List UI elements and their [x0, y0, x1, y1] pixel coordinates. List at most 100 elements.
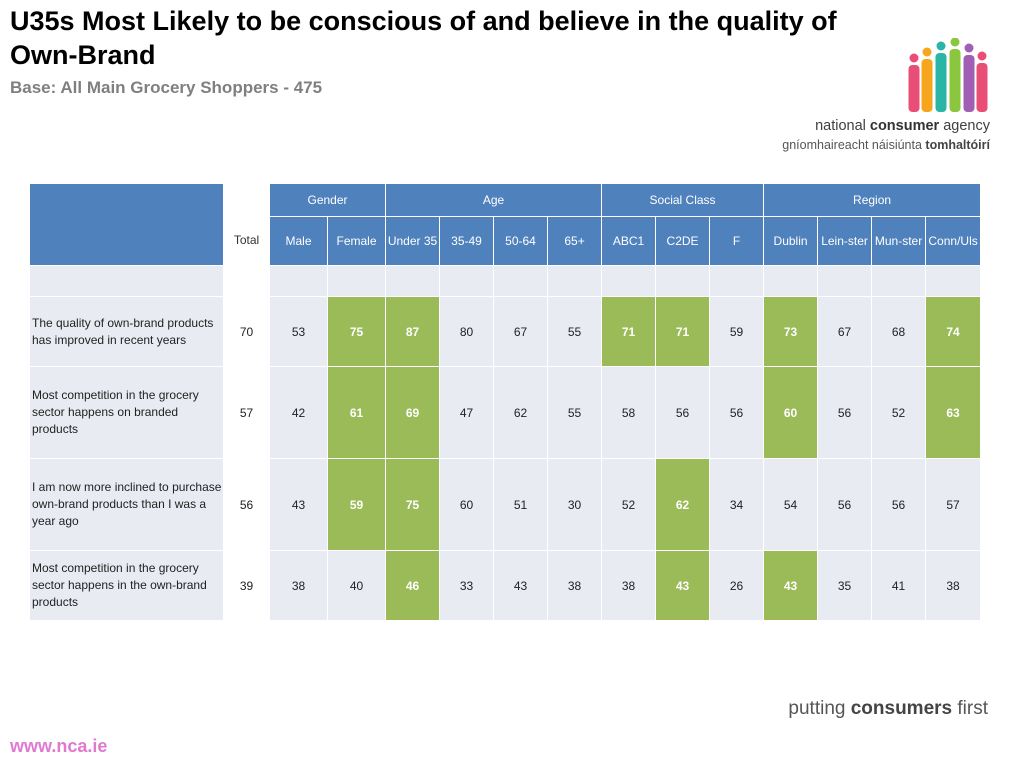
value-cell: 62 — [493, 366, 548, 459]
highlighted-value-cell: 87 — [385, 296, 440, 367]
value-cell: 52 — [601, 458, 657, 551]
spacer-cell — [546, 265, 603, 297]
logo-figure-head — [922, 47, 932, 57]
value-cell: 56 — [655, 366, 711, 459]
tagline: putting consumers first — [784, 698, 988, 720]
table-row: Most competition in the grocery sector h… — [29, 550, 982, 621]
spacer-cell — [871, 265, 927, 297]
logo-figure-head — [936, 41, 946, 51]
spacer-cell — [601, 265, 657, 297]
logo-text-english: national consumer agency — [806, 118, 990, 134]
results-table: Total Gender Age Social Class Region Male Fema… — [29, 183, 982, 621]
value-cell: 38 — [546, 550, 603, 621]
highlighted-value-cell: 71 — [601, 296, 657, 367]
header-row-columns: Male Female Under 35 35-49 50-64 65+ ABC1 C2DE F… — [30, 216, 982, 266]
highlighted-value-cell: 73 — [763, 296, 819, 367]
header-col-0: Male — [269, 216, 328, 266]
header-group-social-class: Social Class — [601, 183, 765, 217]
highlighted-value-cell: 60 — [763, 366, 819, 459]
website-link[interactable]: www.nca.ie — [10, 736, 108, 756]
value-cell: 43 — [269, 458, 328, 551]
header-col-7: C2DE — [655, 216, 711, 266]
logo-irish-part2: tomhaltóirí — [925, 138, 990, 152]
spacer-cell — [269, 265, 328, 297]
logo-figure-body — [963, 55, 975, 112]
total-value: 70 — [223, 296, 270, 367]
logo-figure-head — [977, 51, 987, 61]
value-cell: 47 — [439, 366, 494, 459]
logo-figure-head — [909, 53, 919, 63]
results-table-body: Total Gender Age Social Class Region Male Fema… — [29, 183, 982, 621]
logo-irish-part1: gníomhaireacht náisiúnta — [782, 138, 926, 152]
value-cell: 56 — [871, 458, 927, 551]
spacer-cell — [327, 265, 386, 297]
spacer-cell — [29, 265, 224, 297]
spacer-cell — [709, 265, 765, 297]
highlighted-value-cell: 71 — [655, 296, 711, 367]
logo-figure-body — [976, 63, 988, 112]
value-cell: 38 — [269, 550, 328, 621]
header-col-11: Mun-ster — [871, 216, 927, 266]
logo-figure-body — [935, 53, 947, 112]
logo-word-agency: agency — [939, 118, 990, 134]
header-col-12: Conn/Uls — [925, 216, 982, 266]
header-col-6: ABC1 — [601, 216, 657, 266]
highlighted-value-cell: 61 — [327, 366, 386, 459]
page-title: U35s Most Likely to be conscious of and … — [10, 6, 837, 70]
spacer-cell — [439, 265, 494, 297]
logo-figure-head — [950, 38, 960, 47]
value-cell: 30 — [546, 458, 603, 551]
row-statement: The quality of own-brand products has im… — [29, 296, 224, 367]
value-cell: 54 — [763, 458, 819, 551]
table-row: Most competition in the grocery sector h… — [29, 366, 982, 459]
total-value: 56 — [223, 458, 270, 551]
header-col-8: F — [709, 216, 765, 266]
spacer-cell — [817, 265, 873, 297]
logo-figure-body — [949, 49, 961, 112]
spacer-cell — [925, 265, 982, 297]
value-cell: 67 — [493, 296, 548, 367]
highlighted-value-cell: 75 — [327, 296, 386, 367]
highlighted-value-cell: 43 — [655, 550, 711, 621]
header-col-10: Lein-ster — [817, 216, 873, 266]
value-cell: 52 — [871, 366, 927, 459]
highlighted-value-cell: 59 — [327, 458, 386, 551]
spacer-cell — [763, 265, 819, 297]
highlighted-value-cell: 63 — [925, 366, 982, 459]
row-statement: Most competition in the grocery sector h… — [29, 366, 224, 459]
header-group-age: Age — [384, 183, 603, 217]
header-group-region: Region — [763, 183, 982, 217]
value-cell: 51 — [493, 458, 548, 551]
value-cell: 67 — [817, 296, 873, 367]
nca-logo-figures-icon — [908, 38, 988, 112]
value-cell: 53 — [269, 296, 328, 367]
value-cell: 38 — [601, 550, 657, 621]
value-cell: 60 — [439, 458, 494, 551]
value-cell: 41 — [871, 550, 927, 621]
header-group-gender: Gender — [269, 183, 386, 217]
value-cell: 56 — [709, 366, 765, 459]
header-col-4: 50-64 — [493, 216, 548, 266]
header-total: Total — [223, 183, 270, 297]
value-cell: 42 — [269, 366, 328, 459]
value-cell: 40 — [327, 550, 386, 621]
logo-figure-body — [908, 65, 920, 112]
logo-word-consumer: consumer — [869, 118, 940, 134]
value-cell: 68 — [871, 296, 927, 367]
header-col-2: Under 35 — [385, 216, 440, 266]
highlighted-value-cell: 69 — [385, 366, 440, 459]
highlighted-value-cell: 75 — [385, 458, 440, 551]
logo-text-irish: gníomhaireacht náisiúnta tomhaltóirí — [776, 138, 990, 152]
value-cell: 59 — [709, 296, 765, 367]
value-cell: 33 — [439, 550, 494, 621]
value-cell: 80 — [439, 296, 494, 367]
spacer-row — [29, 265, 982, 297]
table-row: I am now more inclined to purchase own-b… — [29, 458, 982, 551]
row-statement: I am now more inclined to purchase own-b… — [29, 458, 224, 551]
value-cell: 35 — [817, 550, 873, 621]
value-cell: 56 — [817, 458, 873, 551]
row-statement: Most competition in the grocery sector h… — [29, 550, 224, 621]
header-corner — [29, 183, 224, 266]
value-cell: 55 — [546, 296, 603, 367]
value-cell: 58 — [601, 366, 657, 459]
